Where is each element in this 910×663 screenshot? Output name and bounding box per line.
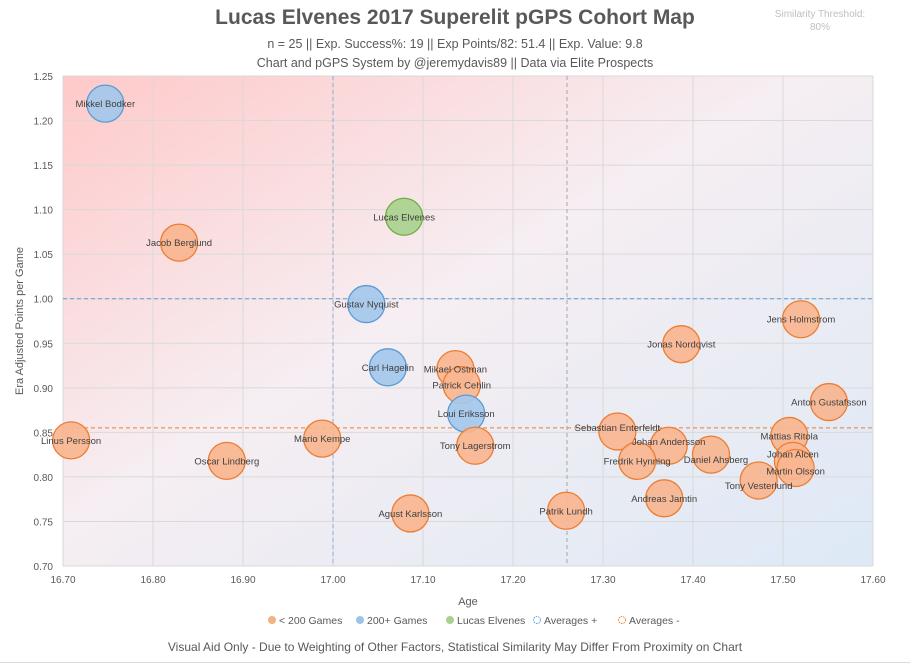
data-label: Mario Kempe: [294, 434, 351, 445]
y-tick-label: 1.25: [34, 72, 54, 83]
x-axis-label: Age: [458, 596, 478, 608]
data-label: Mattias Ritola: [761, 431, 819, 442]
legend-marker: [533, 616, 541, 624]
legend-marker: [446, 616, 454, 624]
x-tick-label: 16.80: [140, 575, 165, 586]
x-tick-label: 17.60: [860, 575, 885, 586]
y-tick-label: 1.20: [34, 117, 54, 128]
plot-area: [63, 76, 873, 566]
x-tick-label: 17.10: [410, 575, 435, 586]
data-label: Andreas Jamtin: [631, 494, 697, 505]
data-point: [207, 441, 246, 481]
data-label: Anton Gustafsson: [791, 398, 867, 409]
x-tick-label: 17.30: [590, 575, 615, 586]
legend-label: < 200 Games: [279, 615, 342, 627]
chart-subtitle: n = 25 || Exp. Success%: 19 || Exp Point…: [267, 37, 643, 51]
x-tick-label: 17.20: [500, 575, 525, 586]
data-label: Oscar Lindberg: [194, 456, 259, 467]
legend-marker: [268, 616, 276, 624]
data-label: Tony Lagerstrom: [440, 441, 511, 452]
threshold-label: Similarity Threshold:: [774, 9, 866, 20]
data-point: [776, 448, 815, 488]
data-point: [645, 479, 684, 518]
similarity-threshold: Similarity Threshold: 80%: [770, 8, 870, 34]
legend-label: Averages -: [629, 615, 680, 627]
data-label: Patrik Lundh: [539, 506, 592, 517]
data-point: [51, 421, 91, 460]
x-tick-label: 17.50: [770, 575, 795, 586]
y-tick-label: 0.95: [34, 339, 54, 350]
chart-title: Lucas Elvenes 2017 Superelit pGPS Cohort…: [215, 6, 695, 29]
data-point: [662, 325, 701, 364]
data-label: Fredrik Hynning: [604, 456, 671, 467]
y-tick-label: 0.85: [34, 428, 54, 439]
data-point: [781, 300, 821, 339]
legend: < 200 Games 200+ Games Lucas Elvenes Averag…: [268, 615, 680, 627]
y-tick-label: 0.90: [34, 384, 54, 395]
data-label: Tony Vesterlund: [725, 481, 793, 492]
data-point: [739, 461, 778, 500]
y-tick-label: 1.05: [34, 250, 54, 261]
legend-label: Averages +: [544, 615, 597, 627]
y-tick-label: 1.00: [34, 295, 54, 306]
data-label: Johan Alcen: [767, 449, 819, 460]
data-point: [649, 426, 688, 465]
y-tick-label: 0.75: [34, 517, 54, 528]
scatter-plot: Mikkel Bodker Jacob Berglund Lucas Elvenes…: [14, 72, 886, 627]
data-label: Lucas Elvenes: [373, 212, 435, 223]
legend-marker: [356, 616, 364, 624]
data-point: [303, 419, 342, 458]
data-point: [86, 84, 125, 123]
threshold-value: 80%: [809, 22, 830, 33]
data-point: [391, 494, 430, 533]
data-label: Jens Holmstrom: [767, 315, 836, 326]
data-point: [809, 382, 849, 422]
data-label: Agust Karlsson: [378, 509, 442, 520]
legend-label: 200+ Games: [367, 615, 427, 627]
x-tick-label: 17.40: [680, 575, 705, 586]
data-label: Carl Hagelin: [362, 363, 414, 374]
data-point: [546, 491, 586, 530]
data-point: [691, 435, 731, 474]
legend-marker: [618, 616, 626, 624]
x-tick-label: 16.70: [50, 575, 75, 586]
legend-label: Lucas Elvenes: [457, 615, 525, 627]
data-label: Linus Persson: [41, 436, 101, 447]
data-label: Johan Andersson: [632, 437, 705, 448]
data-point: [159, 223, 199, 262]
data-point: [456, 426, 495, 465]
data-point: [384, 197, 424, 236]
y-tick-label: 1.15: [34, 161, 54, 172]
data-label: Gustav Nyquist: [334, 300, 399, 311]
y-tick-label: 1.10: [34, 206, 54, 217]
data-label: Jacob Berglund: [146, 238, 212, 249]
data-label: Mikael Ostman: [424, 365, 487, 376]
data-label: Jonas Nordqvist: [647, 340, 715, 351]
data-label: Mikkel Bodker: [75, 99, 135, 110]
data-point: [347, 284, 386, 324]
y-tick-label: 0.70: [34, 562, 54, 573]
data-label: Patrick Cehlin: [432, 381, 491, 392]
chart-credit: Chart and pGPS System by @jeremydavis89 …: [256, 56, 654, 70]
y-axis-label: Era Adjusted Points per Game: [14, 247, 26, 395]
y-tick-label: 0.80: [34, 473, 54, 484]
data-label: Martin Olsson: [766, 467, 825, 478]
data-label: Daniel Ahsberg: [684, 455, 748, 466]
footnote: Visual Aid Only - Due to Weighting of Ot…: [167, 640, 743, 654]
data-label: Sebastian Enterfeldt: [575, 423, 661, 434]
data-label: Loui Eriksson: [438, 409, 495, 420]
x-tick-label: 17.00: [320, 575, 345, 586]
x-tick-label: 16.90: [230, 575, 255, 586]
data-point: [618, 441, 657, 481]
data-point: [598, 412, 637, 451]
data-point: [368, 348, 408, 387]
